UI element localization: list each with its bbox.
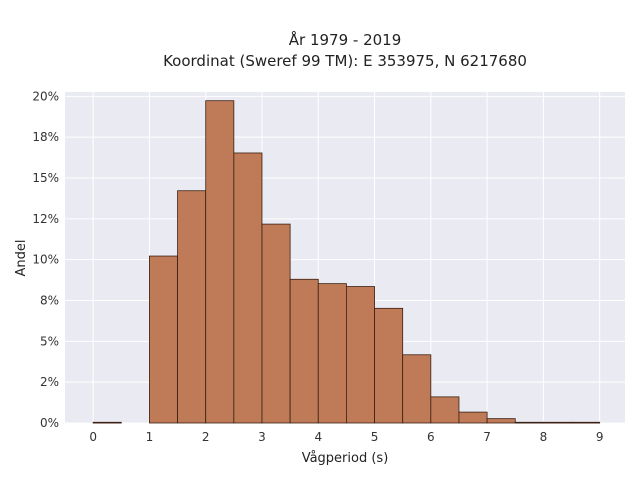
x-tick-label: 2 [202,430,210,444]
histogram-bars [92,100,601,424]
x-tick-label: 3 [258,430,266,444]
histogram-bar [458,411,488,424]
x-tick-label: 5 [371,430,379,444]
y-axis-label: Andel [14,240,29,277]
y-tick-label: 12% [32,212,59,226]
histogram-bar [289,278,319,424]
x-tick-label: 0 [89,430,97,444]
chart-title-line-1: År 1979 - 2019 [289,30,402,49]
x-tick-label: 1 [146,430,154,444]
histogram-bar [374,307,404,424]
x-tick-label: 6 [427,430,435,444]
histogram-bar [542,421,572,424]
histogram-bar [346,286,375,424]
histogram-bar [402,354,432,424]
histogram-bar [233,152,263,424]
x-tick-label: 7 [483,430,491,444]
histogram-bar [92,421,122,424]
histogram-bar [514,421,544,424]
histogram-bar [430,396,460,424]
x-tick-label: 9 [596,430,604,444]
histogram-bar [261,223,291,424]
y-tick-label: 10% [32,253,59,267]
y-tick-label: 15% [32,171,59,185]
x-tick-label: 4 [314,430,322,444]
y-tick-label: 20% [32,89,59,103]
histogram-bar [317,283,347,424]
histogram-bar [149,255,178,424]
y-axis-ticks: 0% 2% 5% 8% 10% 12% 15% 18% 20% [32,89,59,430]
x-axis-ticks: 0 1 2 3 4 5 6 7 8 9 [89,430,603,444]
x-tick-label: 8 [540,430,548,444]
histogram-bar [177,190,207,424]
histogram-bar [571,421,601,424]
histogram-bar [486,418,516,424]
y-tick-label: 8% [40,294,59,308]
x-axis-label: Vågperiod (s) [302,451,389,466]
y-tick-label: 0% [40,416,59,430]
y-tick-label: 5% [40,334,59,348]
histogram-bar [205,100,235,424]
y-tick-label: 2% [40,375,59,389]
chart-title-line-2: Koordinat (Sweref 99 TM): E 353975, N 62… [163,52,527,70]
y-tick-label: 18% [32,130,59,144]
